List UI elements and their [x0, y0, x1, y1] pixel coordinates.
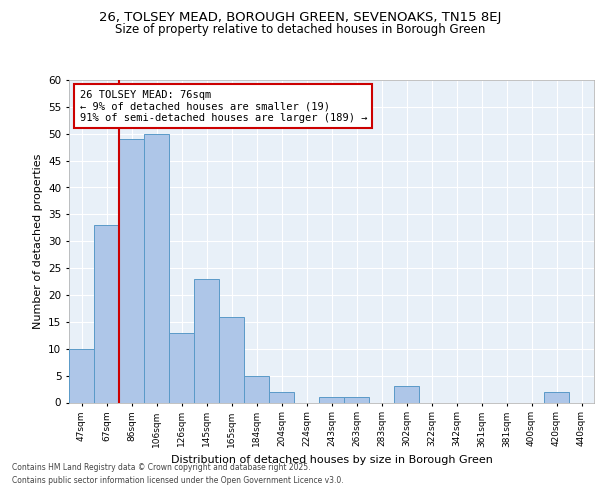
- Bar: [169, 332, 194, 402]
- Bar: [94, 225, 119, 402]
- Text: 26, TOLSEY MEAD, BOROUGH GREEN, SEVENOAKS, TN15 8EJ: 26, TOLSEY MEAD, BOROUGH GREEN, SEVENOAK…: [99, 12, 501, 24]
- Bar: [344, 397, 369, 402]
- Bar: [144, 134, 169, 402]
- Bar: [544, 392, 569, 402]
- Text: Contains HM Land Registry data © Crown copyright and database right 2025.: Contains HM Land Registry data © Crown c…: [12, 464, 311, 472]
- Text: Contains public sector information licensed under the Open Government Licence v3: Contains public sector information licen…: [12, 476, 344, 485]
- Y-axis label: Number of detached properties: Number of detached properties: [32, 154, 43, 329]
- Bar: [269, 392, 294, 402]
- Text: 26 TOLSEY MEAD: 76sqm
← 9% of detached houses are smaller (19)
91% of semi-detac: 26 TOLSEY MEAD: 76sqm ← 9% of detached h…: [79, 90, 367, 123]
- X-axis label: Distribution of detached houses by size in Borough Green: Distribution of detached houses by size …: [170, 455, 493, 465]
- Bar: [394, 386, 419, 402]
- Bar: [244, 376, 269, 402]
- Bar: [219, 316, 244, 402]
- Bar: [119, 139, 144, 402]
- Bar: [319, 397, 344, 402]
- Text: Size of property relative to detached houses in Borough Green: Size of property relative to detached ho…: [115, 22, 485, 36]
- Bar: [69, 349, 94, 403]
- Bar: [194, 279, 219, 402]
